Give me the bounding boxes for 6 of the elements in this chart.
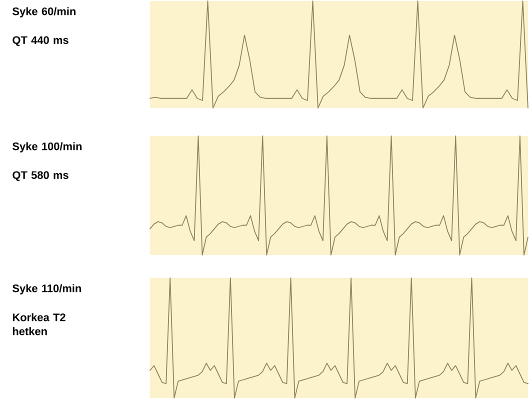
text: Korkea T2 hetken (12, 313, 66, 336)
text: Syke 60/min (12, 7, 76, 18)
text: QT 440 ms (12, 36, 68, 46)
text: QT 580 ms (12, 171, 68, 182)
text: Syke 110/min (12, 284, 81, 294)
text: Syke 100/min (12, 142, 82, 152)
